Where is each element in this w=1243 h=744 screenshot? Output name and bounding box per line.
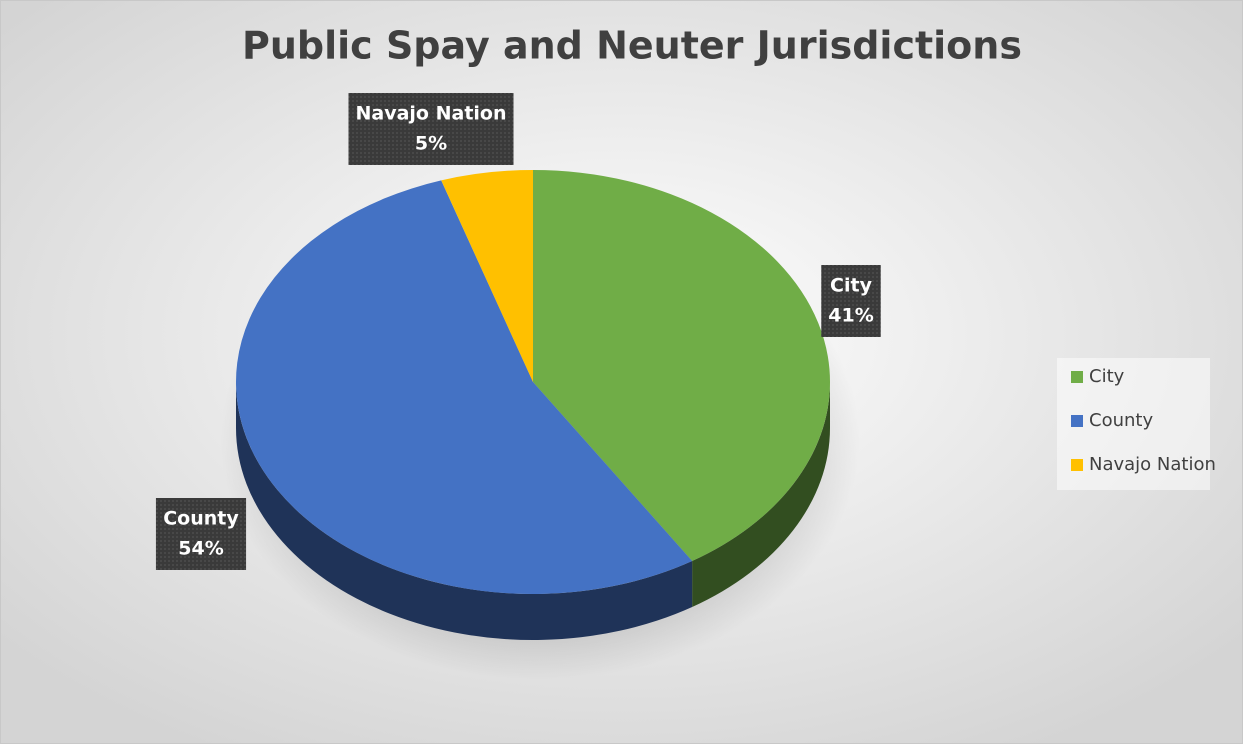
slice [533,170,830,561]
legend-label: City [1089,366,1125,387]
legend-swatch [1071,415,1083,427]
legend-swatch [1071,371,1083,383]
data-label: Navajo Nation 5% [348,93,514,165]
slice-side [692,382,830,607]
data-label-value: 54% [178,538,223,560]
data-label-name: City [830,275,873,297]
data-label: City 41% [821,265,881,337]
data-label: County 54% [155,498,247,570]
data-label-box [821,265,881,337]
data-label-name: Navajo Nation [355,103,506,125]
slice [235,180,693,595]
data-label-name: County [163,508,239,530]
data-label-box [155,498,247,570]
legend-label: County [1089,410,1153,431]
data-label-value: 41% [828,305,873,327]
data-label-value: 5% [415,133,447,155]
legend-label: Navajo Nation [1089,454,1216,475]
slice-side [235,382,693,640]
slice [441,170,533,382]
legend-swatch [1071,459,1083,471]
data-label-box [348,93,514,165]
chart-title: Public Spay and Neuter Jurisdictions [242,24,1022,68]
